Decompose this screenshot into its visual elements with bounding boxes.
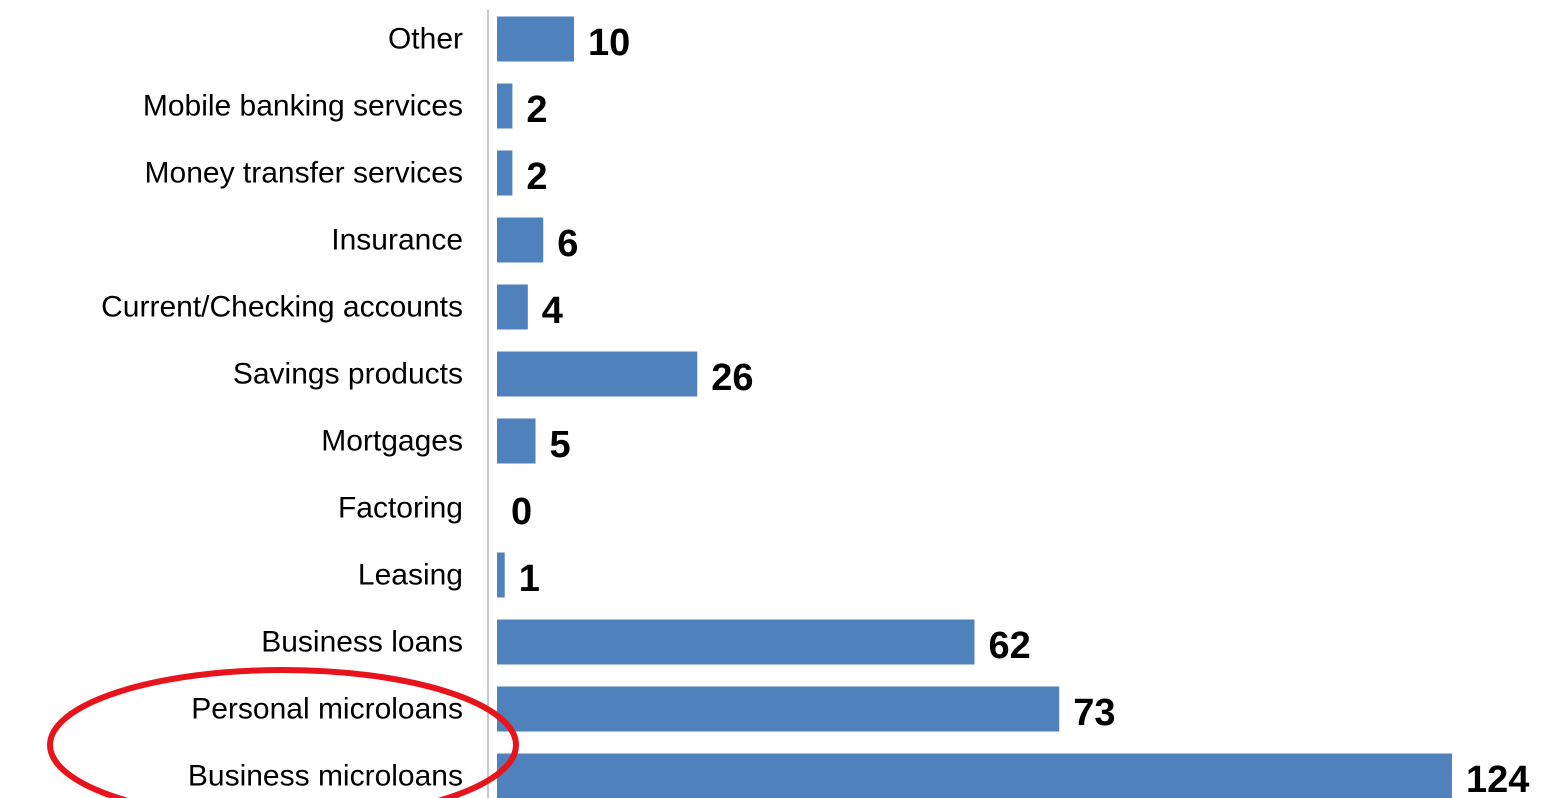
bar-business-loans xyxy=(497,619,975,665)
value-label-current-checking-accounts: 4 xyxy=(542,290,563,332)
value-label-personal-microloans: 73 xyxy=(1073,692,1115,734)
bar-other xyxy=(497,16,575,62)
category-label-insurance: Insurance xyxy=(331,224,463,257)
value-label-factoring: 0 xyxy=(511,491,532,533)
value-label-mobile-banking-services: 2 xyxy=(526,89,547,131)
value-label-other: 10 xyxy=(588,22,630,64)
category-label-leasing: Leasing xyxy=(358,559,463,592)
bar-insurance xyxy=(497,217,544,263)
value-label-money-transfer-services: 2 xyxy=(526,156,547,198)
category-label-money-transfer-services: Money transfer services xyxy=(145,157,463,190)
category-label-mortgages: Mortgages xyxy=(321,425,463,458)
value-label-savings-products: 26 xyxy=(711,357,753,399)
category-label-personal-microloans: Personal microloans xyxy=(191,693,463,726)
category-label-mobile-banking-services: Mobile banking services xyxy=(143,90,463,123)
bar-savings-products xyxy=(497,351,698,397)
category-label-current-checking-accounts: Current/Checking accounts xyxy=(101,291,463,324)
category-label-other: Other xyxy=(388,23,463,56)
value-label-business-microloans: 124 xyxy=(1466,759,1529,798)
category-label-savings-products: Savings products xyxy=(233,358,463,391)
category-label-factoring: Factoring xyxy=(338,492,463,525)
value-label-business-loans: 62 xyxy=(989,625,1031,667)
bar-personal-microloans xyxy=(497,686,1060,732)
bar-mobile-banking-services xyxy=(497,83,513,129)
bar-money-transfer-services xyxy=(497,150,513,196)
bar-leasing xyxy=(497,552,505,598)
category-labels-group: Business microloans Personal microloans Bu… xyxy=(101,23,463,793)
bar-current-checking-accounts xyxy=(497,284,528,330)
bars-group xyxy=(497,16,1452,798)
category-label-business-loans: Business loans xyxy=(261,626,463,659)
bar-business-microloans xyxy=(497,753,1452,798)
category-label-business-microloans: Business microloans xyxy=(188,760,463,793)
bar-mortgages xyxy=(497,418,536,464)
value-label-leasing: 1 xyxy=(519,558,540,600)
value-label-insurance: 6 xyxy=(557,223,578,265)
value-label-mortgages: 5 xyxy=(550,424,571,466)
highlight-ellipse xyxy=(47,667,519,798)
